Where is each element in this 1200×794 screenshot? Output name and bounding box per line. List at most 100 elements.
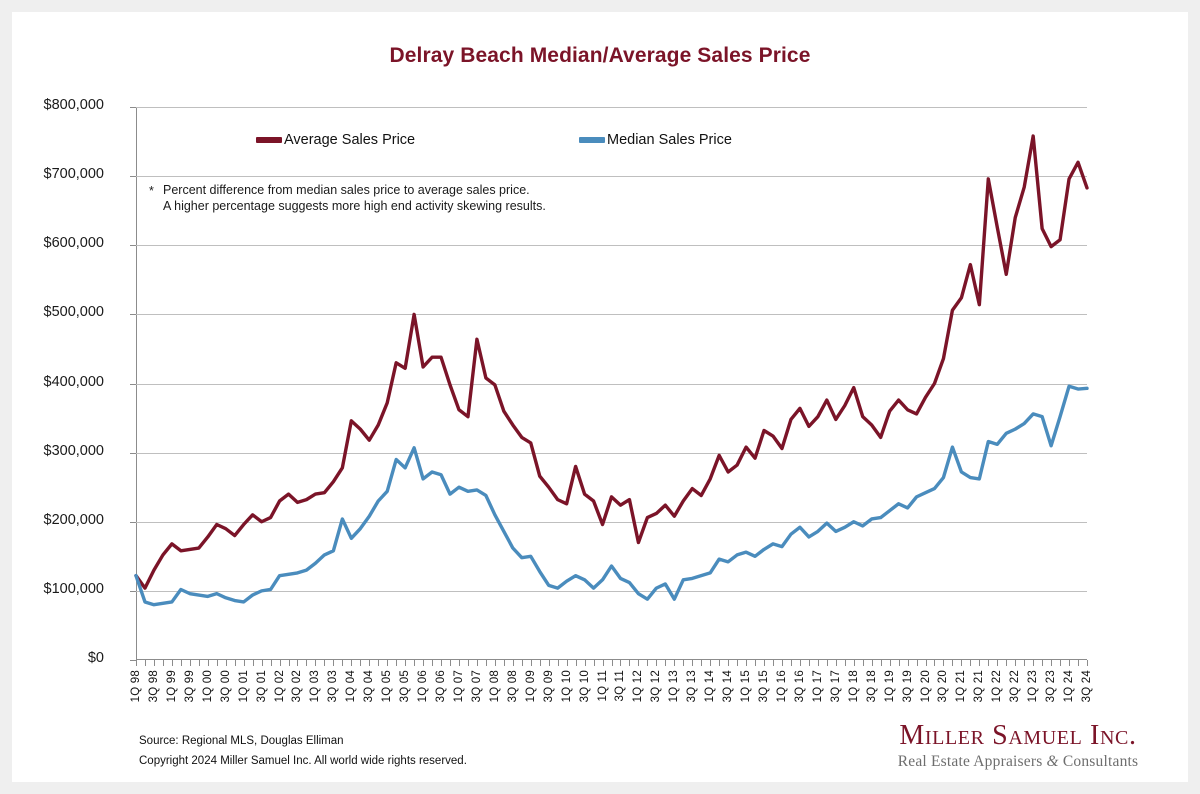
x-axis-label: 3Q 14 xyxy=(722,670,735,703)
series-lines xyxy=(134,134,1089,607)
x-axis-label: 1Q 21 xyxy=(955,670,968,703)
y-axis-tick xyxy=(130,590,136,592)
x-axis-tick xyxy=(898,660,900,666)
x-axis-label: 3Q 08 xyxy=(506,670,519,703)
x-axis-tick xyxy=(952,660,954,666)
x-axis-label: 1Q 24 xyxy=(1063,670,1076,703)
x-axis-label: 1Q 03 xyxy=(309,670,322,703)
y-axis-label: $700,000 xyxy=(43,166,104,183)
page-title: Delray Beach Median/Average Sales Price xyxy=(389,44,811,67)
x-axis-label: 1Q 07 xyxy=(452,670,465,703)
x-axis-tick xyxy=(826,660,828,666)
x-axis-tick xyxy=(584,660,586,666)
x-axis-tick xyxy=(1033,660,1035,666)
x-axis-tick xyxy=(315,660,317,666)
miller-samuel-logo: Miller Samuel Inc. Real Estate Appraiser… xyxy=(868,720,1168,772)
x-axis-tick xyxy=(772,660,774,666)
x-axis-label: 1Q 02 xyxy=(273,670,286,703)
x-axis-tick xyxy=(261,660,263,666)
y-axis-label: $600,000 xyxy=(43,235,104,252)
x-axis-label: 1Q 11 xyxy=(596,670,609,702)
x-axis-label: 3Q 02 xyxy=(291,670,304,703)
y-axis-label: $400,000 xyxy=(43,373,104,390)
legend-item-average: Average Sales Price xyxy=(256,130,415,150)
x-axis-tick xyxy=(432,660,434,666)
gridline xyxy=(136,383,1087,385)
x-axis-tick xyxy=(180,660,182,666)
x-axis-line xyxy=(136,659,1087,660)
x-axis-tick xyxy=(530,660,532,666)
x-axis-label: 1Q 12 xyxy=(632,670,645,703)
x-axis-label: 1Q 22 xyxy=(991,670,1004,703)
x-axis-label: 3Q 06 xyxy=(435,670,448,703)
y-axis-label: $200,000 xyxy=(43,511,104,528)
x-axis-label: 3Q 03 xyxy=(327,670,340,703)
x-axis-tick xyxy=(979,660,981,666)
x-axis-tick xyxy=(369,660,371,666)
x-axis-tick xyxy=(997,660,999,666)
x-axis-tick xyxy=(521,660,523,666)
x-axis-label: 1Q 04 xyxy=(345,670,358,703)
y-axis-label: $0 xyxy=(87,650,104,666)
x-axis-label: 1Q 98 xyxy=(130,670,142,703)
x-axis-label: 3Q 17 xyxy=(829,670,842,703)
x-axis-tick xyxy=(575,660,577,666)
x-axis-tick xyxy=(1024,660,1026,666)
x-axis-label: 1Q 17 xyxy=(811,670,824,703)
x-axis-label: 3Q 01 xyxy=(255,670,268,703)
x-axis-tick xyxy=(198,660,200,666)
footnote: * Percent difference from median sales p… xyxy=(149,182,546,214)
x-axis-tick xyxy=(710,660,712,666)
x-axis-tick xyxy=(755,660,757,666)
x-axis-label: 3Q 11 xyxy=(614,670,627,702)
x-axis-label: 1Q 15 xyxy=(740,670,753,703)
x-axis-label: 1Q 19 xyxy=(883,670,896,703)
x-axis-tick xyxy=(835,660,837,666)
legend-label-average: Average Sales Price xyxy=(284,132,416,148)
x-axis-tick xyxy=(620,660,622,666)
x-axis-label: 3Q 16 xyxy=(793,670,806,703)
x-axis-label: 3Q 05 xyxy=(399,670,412,703)
x-axis-label: 1Q 18 xyxy=(847,670,860,703)
x-axis-tick xyxy=(1042,660,1044,666)
x-axis-label: 1Q 10 xyxy=(560,670,573,703)
logo-tagline-ampersand: & xyxy=(1046,753,1059,770)
y-axis-tick xyxy=(130,521,136,523)
x-axis-label: 3Q 12 xyxy=(650,670,663,703)
x-axis-tick xyxy=(396,660,398,666)
x-axis-label: 1Q 13 xyxy=(668,670,681,703)
y-axis-tick xyxy=(130,245,136,247)
x-axis-tick xyxy=(458,660,460,666)
plot-area xyxy=(130,107,1089,666)
gridline xyxy=(136,314,1087,316)
y-axis-tick xyxy=(130,176,136,178)
legend-swatch-average-icon xyxy=(256,137,282,143)
x-axis-tick xyxy=(153,660,155,666)
x-axis-tick xyxy=(234,660,236,666)
x-axis-tick xyxy=(799,660,801,666)
chart-card: Delray Beach Median/Average Sales Price … xyxy=(12,12,1188,782)
x-axis-label: 1Q 00 xyxy=(201,670,214,703)
x-axis-tick xyxy=(252,660,254,666)
x-axis-tick xyxy=(144,660,146,666)
footnote-line-1: Percent difference from median sales pri… xyxy=(163,183,530,197)
x-axis-tick xyxy=(781,660,783,666)
x-axis-tick xyxy=(817,660,819,666)
gridline xyxy=(136,521,1087,523)
x-axis-label: 3Q 09 xyxy=(542,670,555,703)
x-axis-tick xyxy=(494,660,496,666)
x-axis-tick xyxy=(566,660,568,666)
x-axis-tick xyxy=(593,660,595,666)
x-axis-tick xyxy=(844,660,846,666)
x-axis-label: 3Q 13 xyxy=(686,670,699,703)
x-axis-label: 1Q 14 xyxy=(704,670,717,703)
x-axis-tick xyxy=(1015,660,1017,666)
x-axis-label: 1Q 09 xyxy=(524,670,537,703)
x-axis-label: 3Q 04 xyxy=(363,670,376,703)
x-axis-label: 3Q 00 xyxy=(219,670,232,703)
x-axis-label: 3Q 07 xyxy=(470,670,483,703)
footer-credits: Source: Regional MLS, Douglas Elliman Co… xyxy=(139,731,467,771)
x-axis-tick xyxy=(503,660,505,666)
source-line: Source: Regional MLS, Douglas Elliman xyxy=(139,735,344,747)
x-axis-tick xyxy=(414,660,416,666)
